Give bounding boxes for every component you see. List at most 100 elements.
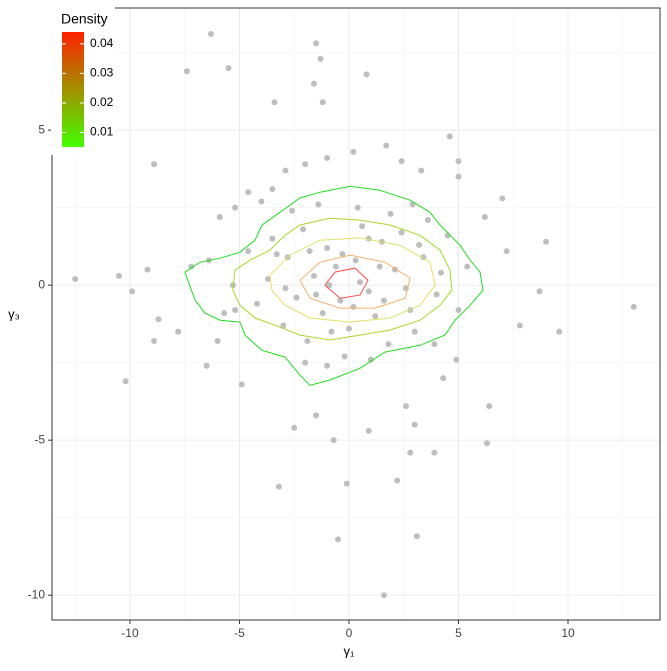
colorbar [62, 32, 84, 147]
density-contour [324, 267, 369, 299]
point [446, 133, 453, 140]
point [225, 65, 232, 72]
point [254, 300, 261, 307]
point [363, 71, 370, 78]
point [188, 263, 195, 270]
y-tick-label: 0 [38, 277, 45, 291]
point [304, 337, 311, 344]
point [326, 282, 333, 289]
point [232, 204, 239, 211]
point [72, 275, 79, 282]
point [310, 80, 317, 87]
point [335, 536, 342, 543]
point [238, 381, 245, 388]
point [413, 533, 420, 540]
point [453, 356, 460, 363]
point [418, 167, 425, 174]
point [245, 248, 252, 255]
point [356, 279, 363, 286]
point [411, 328, 418, 335]
point [299, 226, 306, 233]
point [302, 359, 309, 366]
y-tick-label: -5 [34, 432, 45, 446]
point [372, 313, 379, 320]
point [317, 55, 324, 62]
point [536, 288, 543, 295]
point [214, 337, 221, 344]
legend-label: 0.03 [90, 66, 114, 80]
point [339, 251, 346, 258]
density-contour [232, 217, 453, 341]
point [232, 306, 239, 313]
point [291, 424, 298, 431]
point [354, 204, 361, 211]
point [324, 362, 331, 369]
point [543, 238, 550, 245]
point [280, 322, 287, 329]
point [144, 266, 151, 273]
point [556, 328, 563, 335]
point [315, 201, 322, 208]
point [394, 477, 401, 484]
point [630, 303, 637, 310]
point [116, 272, 123, 279]
point [455, 306, 462, 313]
point [376, 263, 383, 270]
point [337, 297, 344, 304]
point [516, 322, 523, 329]
point [437, 269, 444, 276]
point [440, 375, 447, 382]
y-axis-title: γ₃ [8, 306, 20, 321]
x-tick-label: 5 [455, 626, 462, 640]
panel-border [51, 7, 661, 621]
point [216, 213, 223, 220]
point [387, 210, 394, 217]
point [416, 241, 423, 248]
point [345, 325, 352, 332]
point [343, 480, 350, 487]
point [483, 440, 490, 447]
point [269, 186, 276, 193]
point [282, 167, 289, 174]
point [433, 291, 440, 298]
point [313, 412, 320, 419]
point [282, 285, 289, 292]
point [319, 99, 326, 106]
point [365, 288, 372, 295]
y-tick-label: -10 [28, 587, 46, 601]
point [324, 155, 331, 162]
point [499, 195, 506, 202]
point [155, 316, 162, 323]
point [407, 449, 414, 456]
point [264, 275, 271, 282]
point [352, 257, 359, 264]
point [122, 378, 129, 385]
point [420, 254, 427, 261]
point [486, 403, 493, 410]
point [328, 328, 335, 335]
point [175, 328, 182, 335]
point [359, 223, 366, 230]
point [455, 158, 462, 165]
point [481, 213, 488, 220]
point [271, 99, 278, 106]
point [455, 173, 462, 180]
point [310, 272, 317, 279]
point [385, 341, 392, 348]
point [258, 198, 265, 205]
point [402, 403, 409, 410]
point [464, 263, 471, 270]
x-tick-label: 0 [346, 626, 353, 640]
point [365, 427, 372, 434]
point [203, 362, 210, 369]
point [332, 263, 339, 270]
point [306, 248, 313, 255]
point [319, 310, 326, 317]
legend-label: 0.04 [90, 36, 114, 50]
point [398, 158, 405, 165]
density-contour [269, 237, 436, 323]
point [503, 248, 510, 255]
point [313, 40, 320, 47]
point [289, 207, 296, 214]
